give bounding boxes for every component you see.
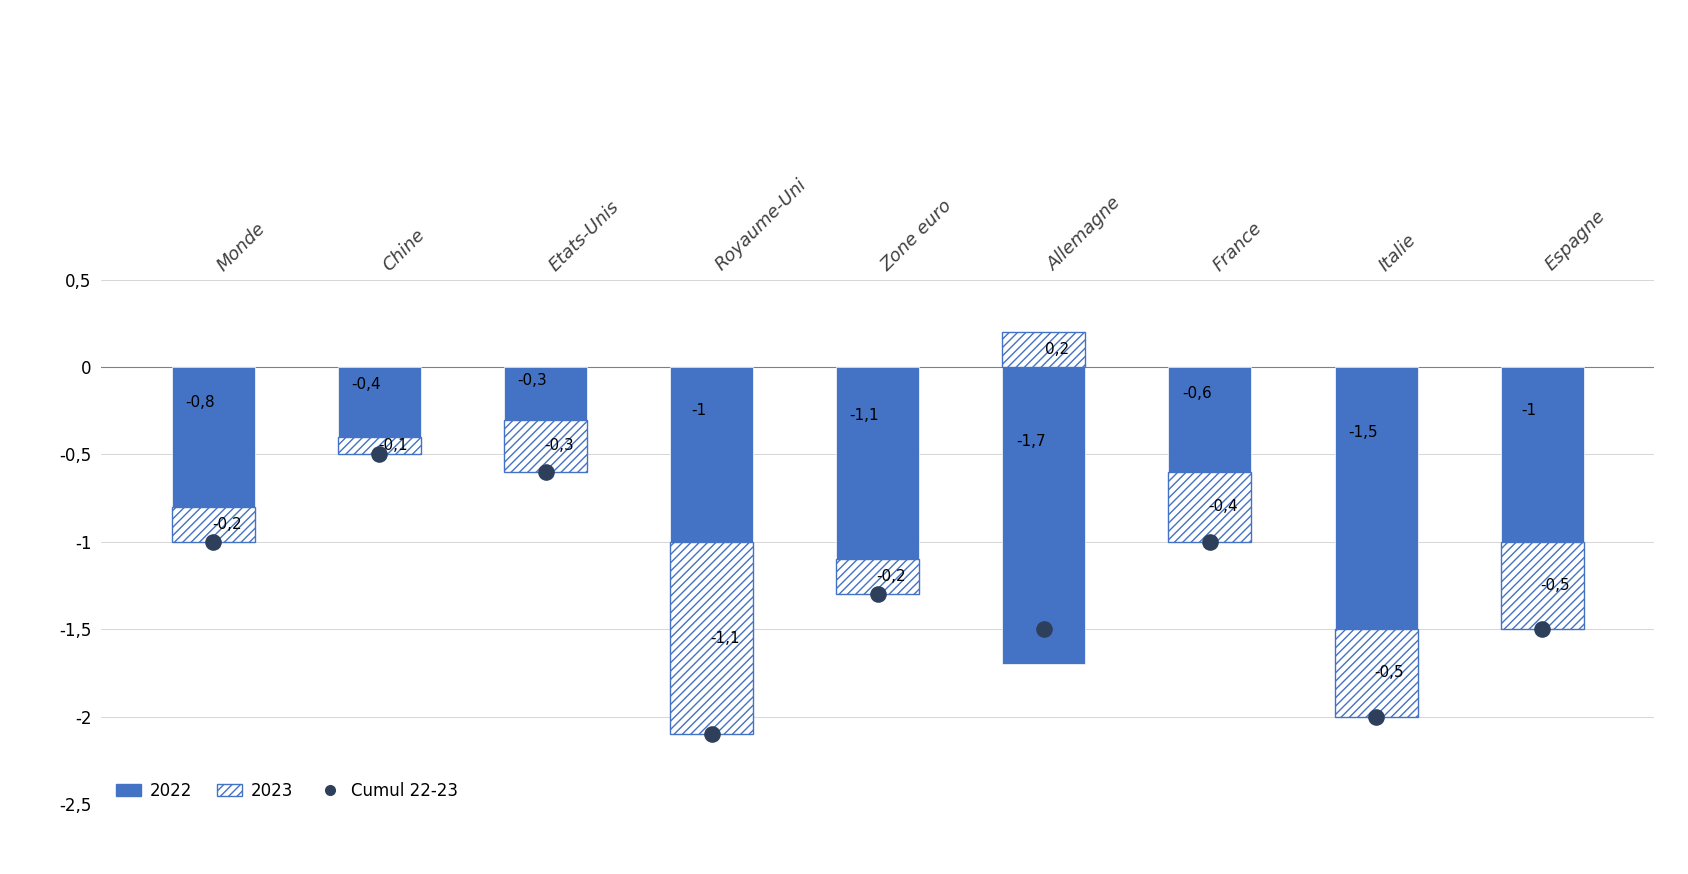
Text: -1,5: -1,5 bbox=[1349, 425, 1377, 440]
Point bbox=[1197, 535, 1224, 549]
Point bbox=[864, 587, 891, 601]
Point bbox=[1529, 622, 1556, 636]
Bar bbox=[172, 367, 255, 507]
Point bbox=[366, 447, 393, 461]
Bar bbox=[1003, 332, 1085, 367]
Bar bbox=[836, 559, 920, 594]
Bar bbox=[1335, 367, 1418, 629]
Bar bbox=[505, 420, 587, 472]
Point bbox=[1362, 710, 1389, 724]
Point bbox=[199, 535, 226, 549]
Bar bbox=[1501, 542, 1583, 629]
Bar bbox=[1003, 367, 1085, 664]
Text: Chine: Chine bbox=[380, 225, 429, 274]
Bar bbox=[1335, 629, 1418, 717]
Text: Zone euro: Zone euro bbox=[878, 197, 955, 274]
Text: -0,1: -0,1 bbox=[378, 438, 407, 454]
Text: Monde: Monde bbox=[213, 219, 268, 274]
Legend: 2022, 2023, Cumul 22-23: 2022, 2023, Cumul 22-23 bbox=[110, 775, 464, 806]
Text: -0,6: -0,6 bbox=[1182, 385, 1212, 401]
Text: -1,1: -1,1 bbox=[711, 630, 739, 646]
Bar bbox=[670, 367, 753, 542]
Bar bbox=[1168, 472, 1251, 542]
Text: Etats-Unis: Etats-Unis bbox=[545, 198, 623, 274]
Text: -1: -1 bbox=[690, 403, 706, 419]
Bar bbox=[1501, 367, 1583, 542]
Text: -1: -1 bbox=[1521, 403, 1536, 419]
Bar bbox=[338, 367, 420, 437]
Text: -0,5: -0,5 bbox=[1374, 665, 1404, 681]
Text: -1,1: -1,1 bbox=[849, 407, 879, 423]
Text: Royaume-Uni: Royaume-Uni bbox=[712, 176, 810, 274]
Text: -0,4: -0,4 bbox=[1209, 499, 1237, 515]
Bar bbox=[172, 507, 255, 542]
Bar bbox=[836, 367, 920, 559]
Text: -0,2: -0,2 bbox=[213, 517, 241, 532]
Point bbox=[532, 465, 559, 479]
Point bbox=[699, 727, 726, 741]
Bar bbox=[505, 367, 587, 420]
Text: -0,3: -0,3 bbox=[544, 438, 574, 454]
Text: -0,5: -0,5 bbox=[1541, 578, 1570, 593]
Text: 0,2: 0,2 bbox=[1045, 342, 1069, 357]
Text: -0,3: -0,3 bbox=[518, 372, 547, 388]
Text: -0,8: -0,8 bbox=[186, 394, 214, 410]
Bar bbox=[670, 542, 753, 734]
Text: -0,4: -0,4 bbox=[351, 377, 381, 392]
Text: -0,2: -0,2 bbox=[876, 569, 906, 585]
Text: Allemagne: Allemagne bbox=[1043, 194, 1124, 274]
Bar bbox=[1168, 367, 1251, 472]
Text: Italie: Italie bbox=[1376, 231, 1420, 274]
Bar bbox=[338, 437, 420, 454]
Point bbox=[1030, 622, 1057, 636]
Text: Espagne: Espagne bbox=[1543, 207, 1609, 274]
Text: -1,7: -1,7 bbox=[1016, 434, 1045, 449]
Text: France: France bbox=[1210, 218, 1266, 274]
